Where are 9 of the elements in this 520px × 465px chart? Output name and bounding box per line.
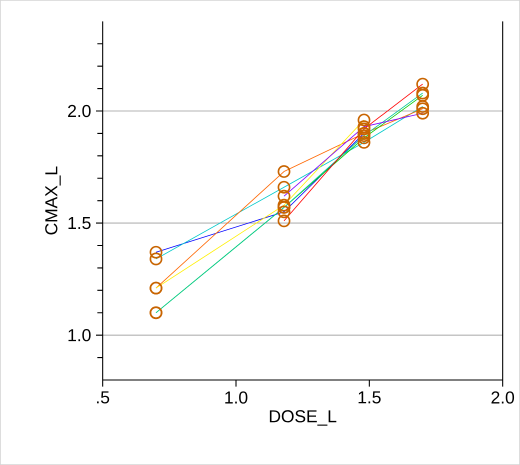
x-tick-label: 2.0	[492, 391, 514, 404]
x-axis-title: DOSE_L	[270, 410, 336, 426]
y-axis-title: CMAX_L	[45, 166, 61, 234]
y-tick-label: 1.5	[68, 217, 91, 230]
x-tick-label: 1.5	[358, 391, 381, 404]
y-tick-label: 1.0	[68, 329, 91, 342]
y-tick-label: 2.0	[68, 104, 91, 118]
x-tick-label: 1.0	[225, 391, 248, 404]
x-tick-label: .5	[97, 391, 110, 404]
